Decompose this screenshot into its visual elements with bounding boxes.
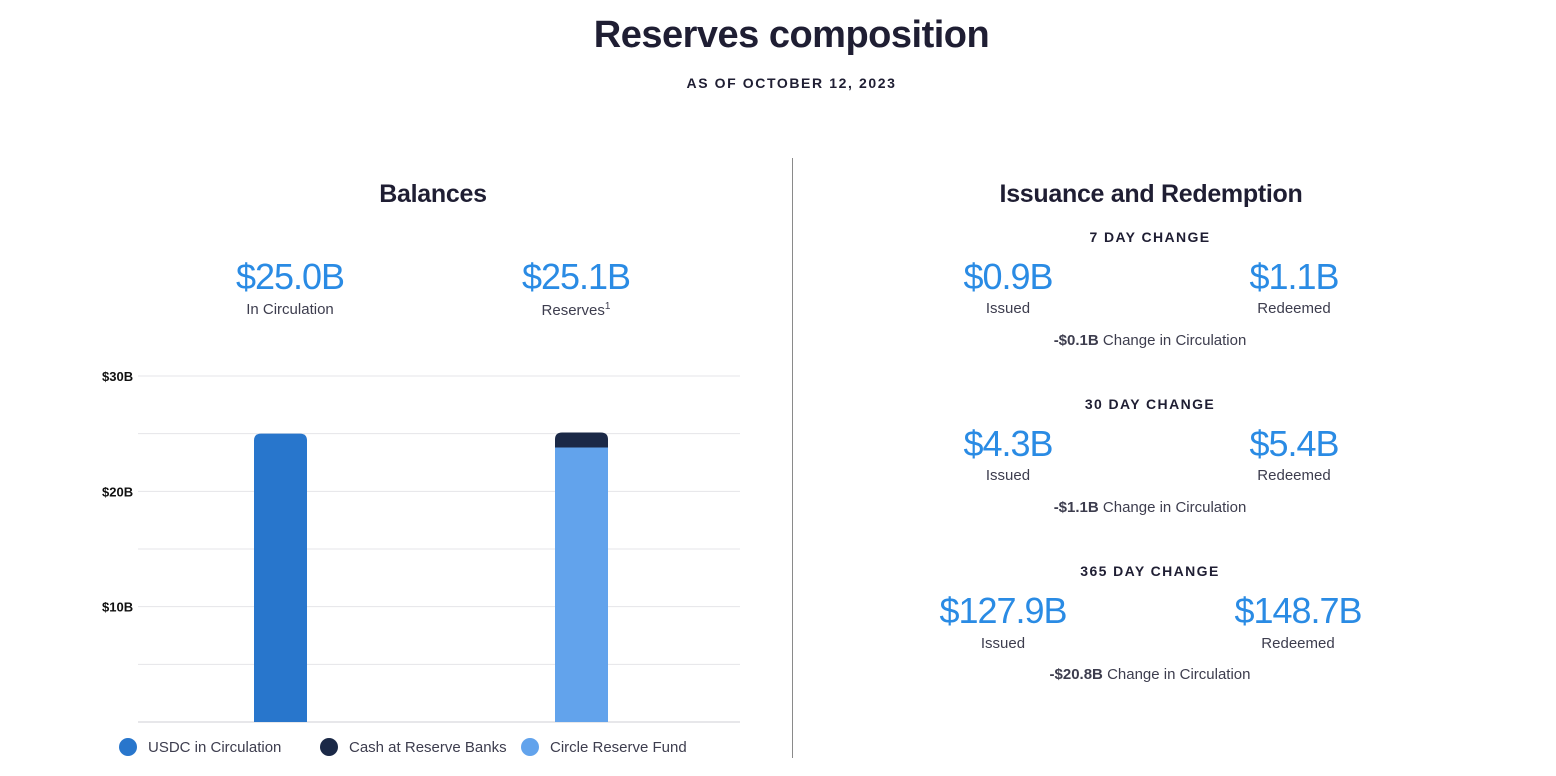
chart-bar-segment [555, 432, 608, 448]
net-change-label-365d: Change in Circulation [1107, 666, 1251, 683]
change-heading-30d: 30 DAY CHANGE [1084, 396, 1216, 412]
issued-label-30d: Issued [985, 467, 1031, 484]
net-change-value-30d: -$1.1B [1053, 499, 1099, 516]
balances-title: Balances [379, 180, 487, 208]
issued-label-365d: Issued [980, 635, 1026, 652]
net-change-label-30d: Change in Circulation [1102, 499, 1247, 516]
page-title: Reserves composition [593, 14, 990, 56]
circulation-label: In Circulation [246, 301, 334, 318]
reserves-label: Reserves1 [476, 301, 676, 319]
legend-item-fund[interactable]: Circle Reserve Fund [521, 738, 687, 756]
redeemed-value-365d: $148.7B [1234, 590, 1362, 631]
legend-dot-usdc [119, 738, 137, 756]
reserves-footnote[interactable]: 1 [604, 301, 611, 312]
redeemed-label-7d: Redeemed [1257, 300, 1331, 317]
redeemed-label-365d: Redeemed [1261, 635, 1335, 652]
balances-chart: $10B $20B $30B [90, 360, 750, 735]
issuance-title: Issuance and Redemption [999, 180, 1303, 208]
reserves-value: $25.1B [521, 256, 631, 297]
chart-y-tick-label: $10B [102, 600, 133, 615]
reserves-label-text: Reserves [541, 302, 605, 319]
issued-value-365d: $127.9B [939, 590, 1067, 631]
circulation-value: $25.0B [235, 256, 345, 297]
redeemed-label-30d: Redeemed [1257, 467, 1331, 484]
net-change-7d: -$0.1B Change in Circulation [1000, 332, 1300, 349]
issued-label-7d: Issued [985, 300, 1031, 317]
legend-dot-fund [521, 738, 539, 756]
issued-value-7d: $0.9B [963, 256, 1053, 297]
redeemed-value-7d: $1.1B [1249, 256, 1339, 297]
chart-bar-segment [555, 447, 608, 722]
chart-y-tick-label: $20B [102, 484, 133, 499]
page-subtitle: AS OF OCTOBER 12, 2023 [686, 75, 897, 91]
net-change-365d: -$20.8B Change in Circulation [1000, 666, 1300, 683]
legend-item-usdc[interactable]: USDC in Circulation [119, 738, 281, 756]
chart-bar-segment [254, 433, 307, 722]
issued-value-30d: $4.3B [963, 423, 1053, 464]
redeemed-value-30d: $5.4B [1249, 423, 1339, 464]
change-heading-365d: 365 DAY CHANGE [1080, 563, 1220, 579]
legend-label-fund: Circle Reserve Fund [550, 738, 687, 756]
section-divider [792, 158, 793, 758]
legend-label-usdc: USDC in Circulation [148, 738, 282, 756]
net-change-value-365d: -$20.8B [1049, 666, 1103, 683]
net-change-value-7d: -$0.1B [1053, 332, 1099, 349]
balances-chart-svg: $10B $20B $30B [102, 369, 740, 723]
legend-label-cash: Cash at Reserve Banks [349, 738, 507, 756]
legend-dot-cash [320, 738, 338, 756]
chart-y-tick-label: $30B [102, 369, 133, 384]
change-heading-7d: 7 DAY CHANGE [1089, 229, 1211, 245]
net-change-label-7d: Change in Circulation [1102, 332, 1247, 349]
legend-item-cash[interactable]: Cash at Reserve Banks [320, 738, 507, 756]
net-change-30d: -$1.1B Change in Circulation [1000, 499, 1300, 516]
